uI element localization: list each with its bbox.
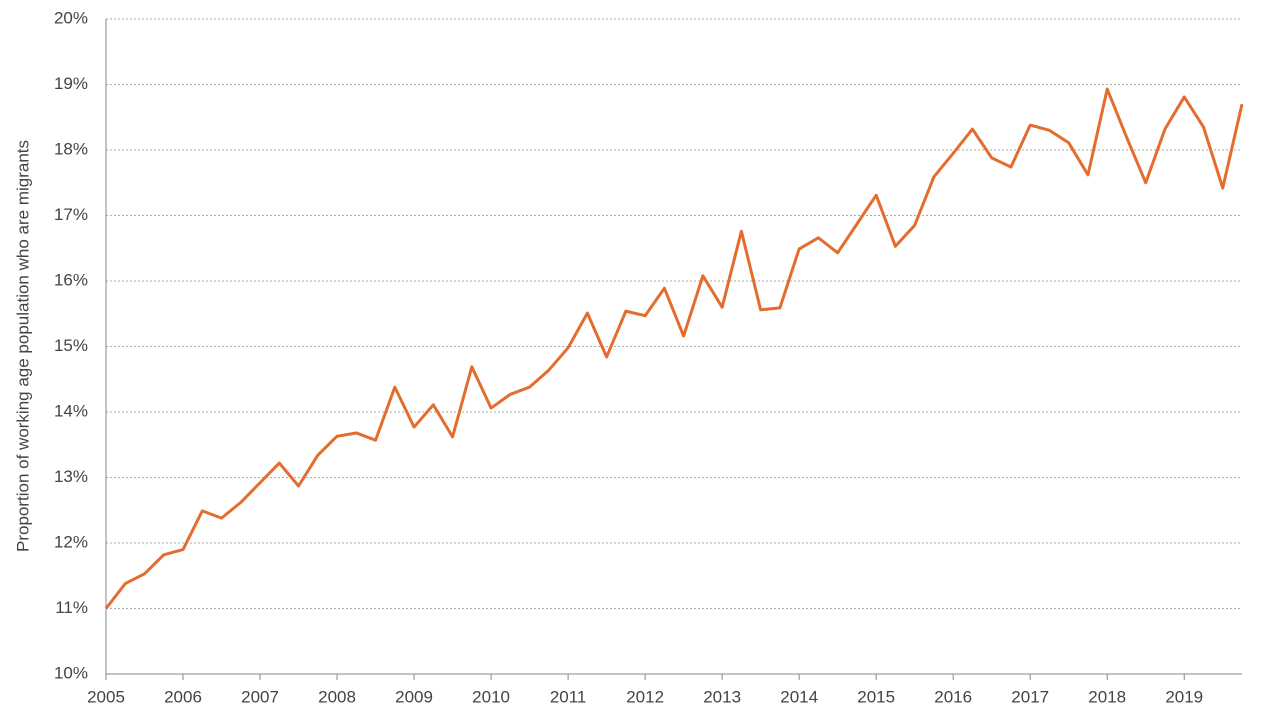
x-tick-label: 2005	[87, 687, 125, 706]
x-tick-label: 2008	[318, 687, 356, 706]
y-tick-label: 16%	[54, 270, 88, 289]
x-tick-label: 2006	[164, 687, 202, 706]
x-tick-label: 2016	[934, 687, 972, 706]
y-tick-label: 11%	[55, 598, 88, 617]
x-tick-label: 2018	[1088, 687, 1126, 706]
x-tick-label: 2007	[241, 687, 279, 706]
x-tick-label: 2011	[550, 687, 587, 706]
data-line	[104, 87, 1244, 610]
x-tick-label: 2009	[395, 687, 433, 706]
y-tick-label: 17%	[54, 205, 88, 224]
x-tick-label: 2014	[780, 687, 818, 706]
y-tick-label: 18%	[54, 139, 88, 158]
y-axis-label: Proportion of working age population who…	[13, 140, 32, 552]
y-tick-label: 15%	[54, 336, 88, 355]
x-tick-label: 2015	[857, 687, 895, 706]
y-tick-label: 13%	[54, 467, 88, 486]
x-tick-label: 2017	[1011, 687, 1049, 706]
x-tick-label: 2013	[703, 687, 741, 706]
x-tick-label: 2019	[1165, 687, 1203, 706]
y-tick-label: 10%	[54, 663, 88, 682]
y-tick-label: 14%	[54, 401, 88, 420]
x-tick-label: 2012	[626, 687, 664, 706]
y-tick-label: 19%	[54, 74, 88, 93]
y-tick-label: 12%	[54, 532, 88, 551]
y-tick-label: 20%	[54, 8, 88, 27]
x-tick-label: 2010	[472, 687, 510, 706]
